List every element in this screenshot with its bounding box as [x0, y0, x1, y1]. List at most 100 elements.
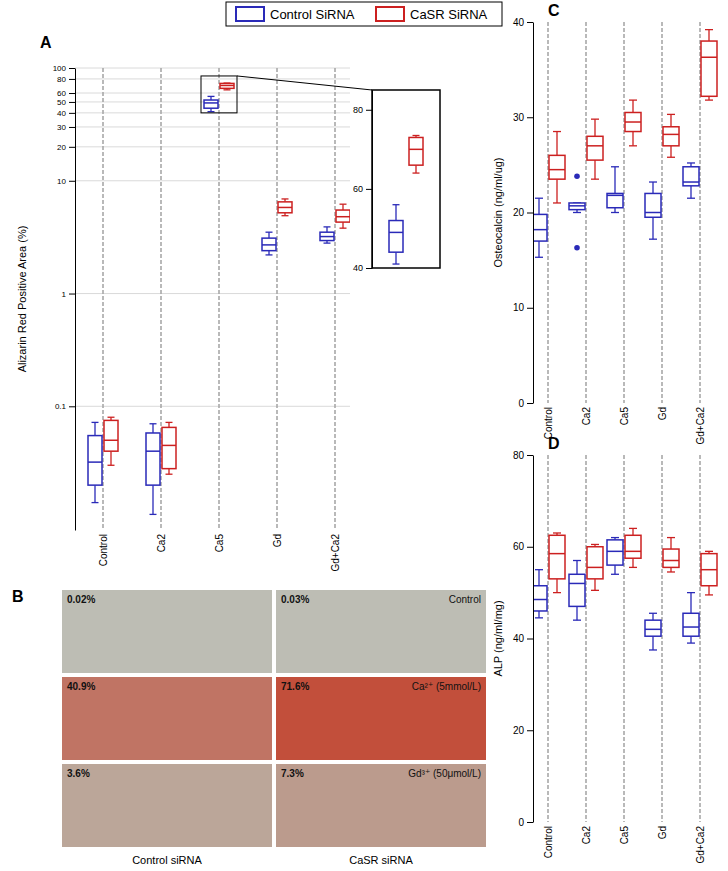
- y-tick-label: 50: [57, 98, 66, 107]
- whisker-cap-low: [150, 514, 157, 515]
- box: [278, 199, 292, 216]
- whisker-cap-low: [324, 242, 331, 243]
- median: [533, 229, 547, 231]
- y-axis-title: ALP (ng/ml/mg): [492, 600, 504, 676]
- outlier: [574, 245, 580, 251]
- median: [683, 626, 699, 628]
- x-tick: Gd+Ca2: [695, 407, 706, 445]
- whisker-high: [614, 167, 615, 194]
- median: [204, 102, 218, 104]
- y-tick: 80: [57, 75, 75, 84]
- whisker-cap-high: [649, 181, 657, 182]
- y-tick-mark: [69, 406, 75, 407]
- y-tick-mark: [527, 117, 533, 118]
- whisker-low: [556, 579, 557, 593]
- whisker-low: [594, 579, 595, 590]
- median: [549, 553, 565, 555]
- whisker-cap-low: [591, 590, 599, 591]
- box: [683, 593, 699, 643]
- y-tick-mark: [69, 102, 75, 103]
- whisker-high: [152, 424, 153, 433]
- whisker-cap-low: [649, 239, 657, 240]
- whisker-cap-high: [150, 423, 157, 424]
- x-tick: Control: [98, 534, 109, 566]
- y-axis-line: [372, 91, 373, 269]
- whisker-cap-low: [92, 502, 99, 503]
- whisker-cap-high: [108, 417, 115, 418]
- whisker-cap-low: [667, 157, 675, 158]
- x-tick: Ca5: [214, 534, 225, 553]
- y-tick: 20: [513, 207, 533, 218]
- panel: 010203040ControlCa2Ca5GdGd+Ca2COsteocalc…: [492, 2, 717, 445]
- column-label: Control siRNA: [132, 854, 202, 866]
- y-tick-mark: [527, 822, 533, 823]
- box-body: [549, 155, 565, 179]
- whisker-high: [94, 422, 95, 435]
- whisker-low: [415, 165, 416, 173]
- panel-letter: C: [548, 2, 560, 19]
- y-axis-title: Alizarin Red Positive Area (%): [16, 226, 28, 373]
- whisker-cap-low: [108, 465, 115, 466]
- box-body: [533, 214, 547, 241]
- percent-label: 71.6%: [281, 681, 309, 692]
- x-tick-label: Control: [98, 534, 109, 566]
- box-body: [262, 238, 276, 251]
- row-label: Ca²⁺ (5mmol/L): [412, 681, 481, 692]
- whisker-high: [594, 119, 595, 136]
- x-tick: Gd: [272, 534, 283, 547]
- grid-line-v: [547, 22, 549, 403]
- column-label: CaSR siRNA: [349, 854, 413, 866]
- x-tick: Control: [543, 826, 554, 858]
- whisker-low: [538, 241, 539, 257]
- whisker-cap-high: [413, 135, 420, 136]
- box-body: [389, 221, 403, 253]
- box: [336, 204, 350, 228]
- y-tick-mark: [69, 79, 75, 80]
- y-tick-mark: [69, 68, 75, 69]
- y-tick: 60: [353, 184, 372, 194]
- median: [533, 599, 547, 601]
- box-body: [220, 83, 234, 88]
- whisker-cap-high: [535, 569, 543, 570]
- whisker-low: [168, 469, 169, 475]
- box: [220, 83, 234, 90]
- median: [262, 244, 276, 246]
- x-tick: Ca5: [619, 407, 630, 426]
- y-tick: 50: [57, 98, 75, 107]
- y-tick: 40: [57, 109, 75, 118]
- whisker-low: [152, 485, 153, 514]
- grid-line-v: [661, 455, 663, 822]
- box: [607, 538, 623, 575]
- micrograph: [62, 764, 272, 847]
- zoom-box: [201, 76, 237, 113]
- y-tick-label: 10: [57, 177, 66, 186]
- whisker-low: [538, 611, 539, 618]
- whisker-cap-high: [687, 162, 695, 163]
- whisker-cap-high: [705, 29, 713, 30]
- whisker-high: [268, 232, 269, 238]
- box: [204, 96, 218, 111]
- median: [663, 560, 679, 562]
- micrograph: [62, 590, 272, 673]
- stain-overlay: [276, 764, 486, 847]
- median: [336, 216, 350, 218]
- legend-frame: [226, 2, 502, 26]
- whisker-high: [342, 204, 343, 210]
- whisker-high: [632, 100, 633, 112]
- whisker-high: [556, 132, 557, 156]
- box-body: [104, 420, 118, 451]
- whisker-cap-high: [553, 131, 561, 132]
- x-tick-label: Ca5: [619, 407, 630, 426]
- y-tick-label: 30: [513, 112, 525, 123]
- x-axis: ControlCa2Ca5GdGd+Ca2: [98, 534, 341, 572]
- x-tick: Ca2: [581, 407, 592, 426]
- whisker-cap-low: [166, 474, 173, 475]
- median: [162, 445, 176, 447]
- inset-plot: [389, 135, 423, 264]
- y-tick-mark: [69, 93, 75, 94]
- whisker-low: [110, 451, 111, 465]
- stain-overlay: [62, 677, 272, 760]
- y-tick-label: 40: [513, 633, 525, 644]
- whisker-low: [594, 160, 595, 179]
- legend-label: CaSR SiRNA: [410, 7, 488, 22]
